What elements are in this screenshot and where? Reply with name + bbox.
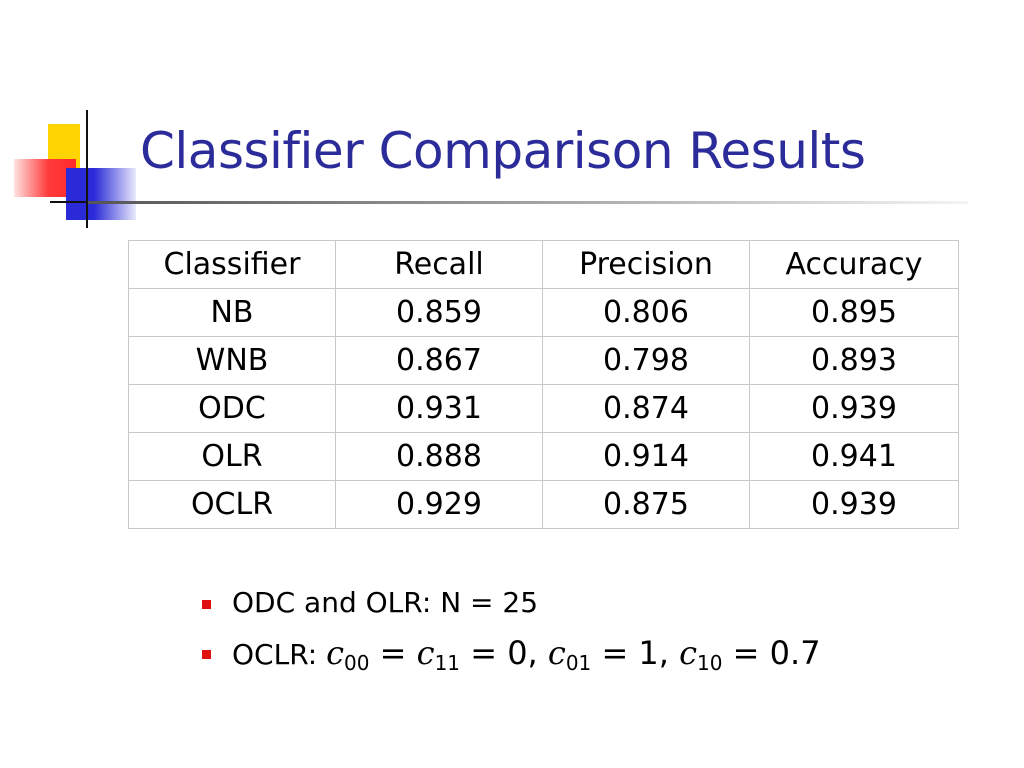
subscript: 01	[565, 651, 592, 675]
square-bullet-icon	[202, 600, 211, 609]
var-c: c	[679, 634, 698, 672]
var-c: c	[416, 634, 435, 672]
subscript: 00	[344, 651, 370, 675]
table-row: WNB 0.867 0.798 0.893	[128, 336, 959, 385]
equation-part: = 0.7	[722, 634, 821, 672]
logo-red-square	[14, 159, 76, 197]
logo-blue-square	[66, 168, 136, 220]
cell-classifier: NB	[128, 288, 336, 337]
equation-part: =	[369, 634, 417, 672]
cell-recall: 0.931	[335, 384, 543, 433]
classifier-results-table: Classifier Recall Precision Accuracy NB …	[128, 240, 959, 529]
cell-classifier: WNB	[128, 336, 336, 385]
cell-precision: 0.798	[542, 336, 750, 385]
cell-accuracy: 0.939	[749, 480, 959, 529]
table-header-row: Classifier Recall Precision Accuracy	[128, 240, 959, 289]
cell-precision: 0.874	[542, 384, 750, 433]
cell-accuracy: 0.939	[749, 384, 959, 433]
var-c: c	[547, 634, 566, 672]
equation-part: = 1,	[591, 634, 680, 672]
var-c: c	[326, 634, 345, 672]
logo-vertical-line	[86, 110, 88, 228]
table-row: NB 0.859 0.806 0.895	[128, 288, 959, 337]
table-row: OCLR 0.929 0.875 0.939	[128, 480, 959, 529]
list-item: OCLR: c00 = c11 = 0, c01 = 1, c10 = 0.7	[200, 630, 821, 680]
cell-recall: 0.859	[335, 288, 543, 337]
title-underline-rule	[88, 201, 968, 204]
cell-precision: 0.875	[542, 480, 750, 529]
subscript: 11	[434, 651, 461, 675]
cell-recall: 0.929	[335, 480, 543, 529]
header-classifier: Classifier	[128, 240, 336, 289]
cell-classifier: OCLR	[128, 480, 336, 529]
list-item: ODC and OLR: N = 25	[200, 580, 821, 630]
slide-title: Classifier Comparison Results	[140, 122, 866, 180]
cost-equation: c00 = c11 = 0, c01 = 1, c10 = 0.7	[326, 634, 821, 675]
subscript: 10	[697, 651, 723, 675]
table-row: OLR 0.888 0.914 0.941	[128, 432, 959, 481]
cell-accuracy: 0.893	[749, 336, 959, 385]
header-accuracy: Accuracy	[749, 240, 959, 289]
notes-list: ODC and OLR: N = 25 OCLR: c00 = c11 = 0,…	[200, 580, 821, 680]
cell-recall: 0.867	[335, 336, 543, 385]
cell-classifier: ODC	[128, 384, 336, 433]
square-bullet-icon	[202, 650, 211, 659]
cell-precision: 0.914	[542, 432, 750, 481]
note-prefix: OCLR:	[232, 638, 327, 671]
note-text: ODC and OLR: N = 25	[232, 586, 539, 619]
cell-accuracy: 0.941	[749, 432, 959, 481]
header-precision: Precision	[542, 240, 750, 289]
cell-classifier: OLR	[128, 432, 336, 481]
cell-accuracy: 0.895	[749, 288, 959, 337]
table-row: ODC 0.931 0.874 0.939	[128, 384, 959, 433]
equation-part: = 0,	[460, 634, 548, 672]
cell-precision: 0.806	[542, 288, 750, 337]
header-recall: Recall	[335, 240, 543, 289]
cell-recall: 0.888	[335, 432, 543, 481]
